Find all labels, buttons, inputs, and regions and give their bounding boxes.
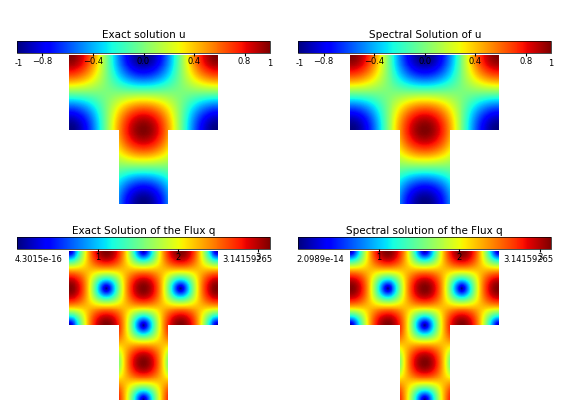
Text: 2.0989e-14: 2.0989e-14 [296,255,344,264]
Text: 4.3015e-16: 4.3015e-16 [15,255,63,264]
Text: -1: -1 [15,59,23,68]
Text: 1: 1 [267,59,272,68]
Text: 3.14159265: 3.14159265 [222,255,272,264]
Title: Exact solution u: Exact solution u [102,30,185,40]
Title: Spectral Solution of u: Spectral Solution of u [369,30,481,40]
Title: Spectral solution of the Flux q: Spectral solution of the Flux q [347,226,503,236]
Text: 3.14159265: 3.14159265 [503,255,553,264]
Text: 1: 1 [548,59,553,68]
Text: -1: -1 [296,59,304,68]
Title: Exact Solution of the Flux q: Exact Solution of the Flux q [72,226,215,236]
